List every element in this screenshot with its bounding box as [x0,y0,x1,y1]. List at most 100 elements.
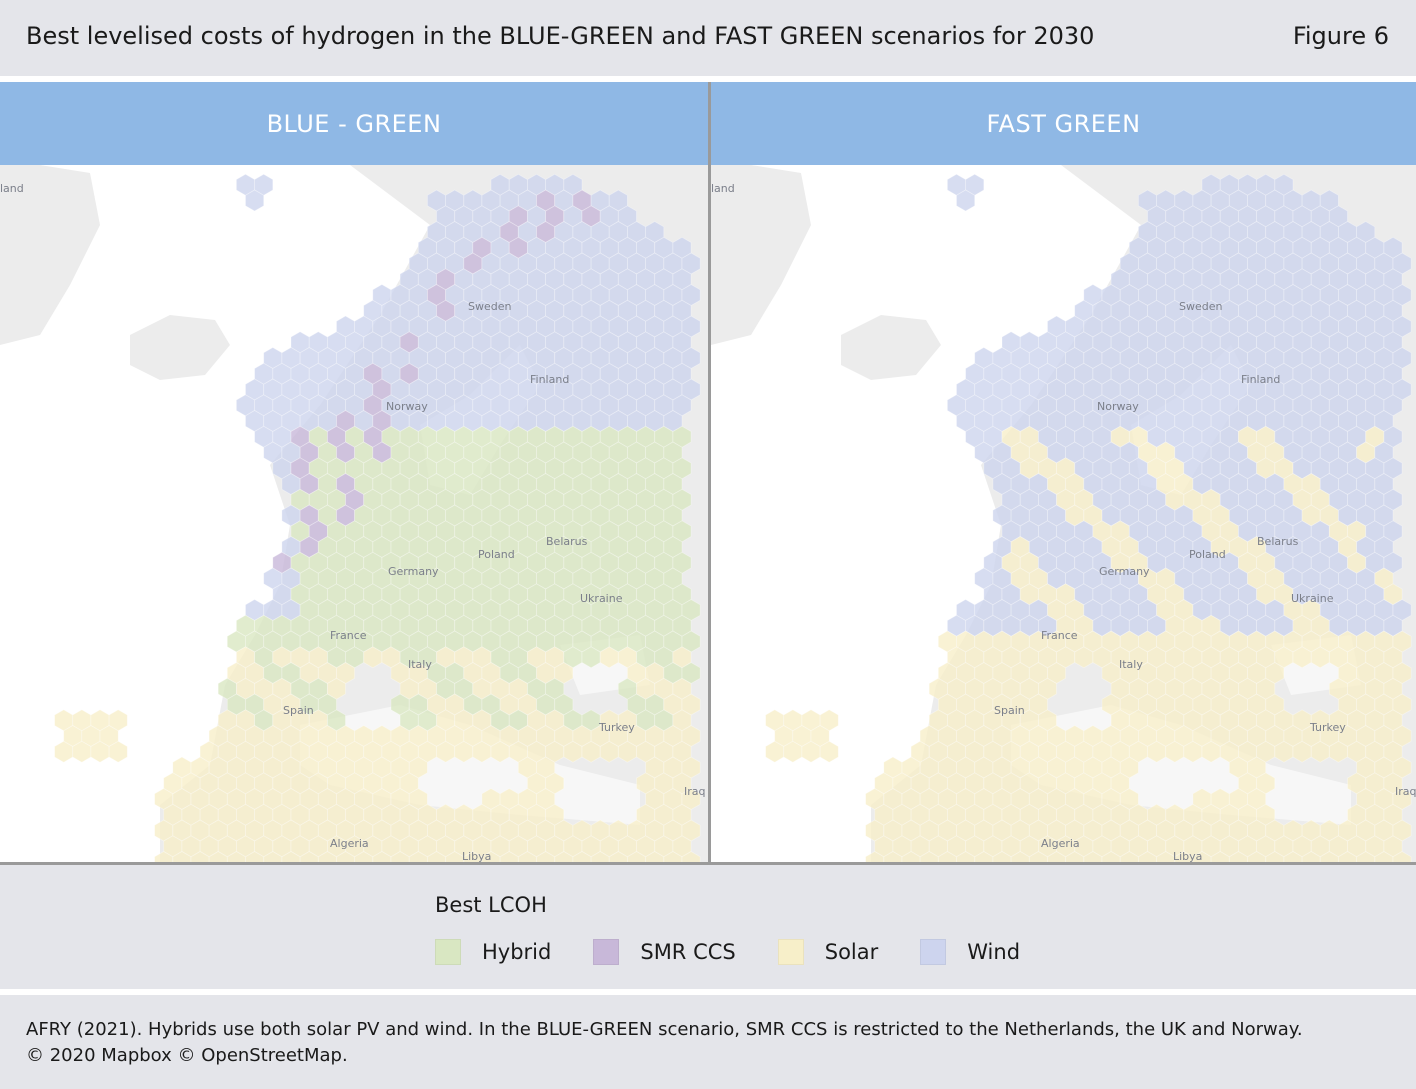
legend-label: SMR CCS [640,940,736,964]
hex-cell-solar [937,851,957,864]
map-label-norway: Norway [386,400,428,413]
hex-cell-solar [645,851,665,864]
hex-cell-solar [299,851,319,864]
iceland-shape [130,315,230,380]
hex-cell-solar [245,851,265,864]
hex-cell-solar [481,851,501,864]
hex-cell-solar [317,851,337,864]
hex-grid [765,173,1412,864]
hex-cell-solar [1319,851,1339,864]
figure-title: Best levelised costs of hydrogen in the … [26,22,1095,50]
hex-cell-solar [865,851,885,864]
legend-items: Hybrid SMR CCS Solar Wind [435,939,1062,965]
map-label-turkey: Turkey [598,721,635,734]
map-label-finland: Finland [1241,373,1280,386]
map-label-algeria: Algeria [330,837,369,850]
map-label-italy: Italy [1119,658,1143,671]
map-label-norway: Norway [1097,400,1139,413]
map-fast-green[interactable]: land Sweden Finland Norway Belarus Poland Germ… [711,165,1416,864]
legend: Best LCOH Hybrid SMR CCS Solar Wind [0,865,1416,989]
map-label-poland: Poland [1189,548,1226,561]
hex-cell-solar [445,851,465,864]
iceland-shape [841,315,941,380]
legend-swatch-hybrid [435,939,461,965]
copyright-text: © 2020 Mapbox © OpenStreetMap. [26,1045,348,1066]
hex-cell-solar [390,851,410,864]
hex-cell-solar [226,851,246,864]
hex-cell-solar [554,851,574,864]
map-label-sweden: Sweden [1179,300,1222,313]
hex-grid [54,173,701,864]
hex-cell-solar [426,851,447,864]
hex-cell-solar [263,851,283,864]
source-text: AFRY (2021). Hybrids use both solar PV a… [26,1019,1303,1040]
map-label-spain: Spain [994,704,1025,717]
legend-swatch-wind [920,939,947,965]
hex-cell-solar [190,851,210,864]
spacer [0,989,1416,995]
panel-heading: FAST GREEN [711,82,1416,165]
legend-swatch-smr-ccs [593,939,620,965]
legend-swatch-solar [777,939,804,965]
map-label-sweden: Sweden [468,300,511,313]
map-label-land: land [711,182,735,195]
hex-map: land Sweden Finland Norway Belarus Poland Germ… [711,165,1416,864]
greenland-shape [711,165,811,345]
hex-cell-wind [956,189,976,212]
map-label-france: France [1041,629,1078,642]
hex-cell-solar [372,851,392,864]
map-label-italy: Italy [408,658,432,671]
legend-item-solar: Solar [777,939,878,965]
spacer [0,76,1416,82]
hex-map: land Sweden Finland Norway Belarus Poland Germ… [0,165,708,864]
legend-label: Hybrid [482,940,552,964]
hex-cell-wind [245,189,265,212]
hex-cell-solar [663,851,683,864]
hex-cell-solar [1338,851,1357,864]
hex-cell-solar [1247,851,1267,864]
map-blue-green[interactable]: land Sweden Finland Norway Belarus Poland Germ… [0,165,708,864]
hex-cell-solar [627,851,646,864]
map-label-iraq: Iraq [1395,785,1416,798]
hex-cell-solar [1065,851,1085,864]
legend-title: Best LCOH [435,893,547,917]
hex-cell-solar [1119,851,1139,864]
hex-cell-solar [1101,851,1121,864]
map-label-iraq: Iraq [684,785,706,798]
hex-cell-solar [1392,851,1412,864]
panel-heading: BLUE - GREEN [0,82,708,165]
hex-cell-solar [172,851,192,864]
hex-cell-solar [1137,851,1158,864]
hex-cell-solar [819,740,839,763]
hex-cell-solar [1374,851,1394,864]
hex-cell-solar [974,851,994,864]
legend-item-smr-ccs: SMR CCS [593,939,736,965]
map-label-belarus: Belarus [1257,535,1299,548]
hex-cell-solar [590,851,610,864]
hex-cell-solar [408,851,428,864]
map-label-france: France [330,629,367,642]
hex-cell-solar [1047,851,1067,864]
map-label-turkey: Turkey [1309,721,1346,734]
hex-cell-solar [1083,851,1103,864]
hex-cell-solar [883,851,903,864]
hex-cell-solar [281,851,301,864]
hex-cell-solar [1192,851,1212,864]
divider-line [0,862,1416,865]
map-label-poland: Poland [478,548,515,561]
hex-cell-solar [1210,851,1230,864]
legend-label: Wind [967,940,1021,964]
map-label-germany: Germany [1099,565,1150,578]
source-note: AFRY (2021). Hybrids use both solar PV a… [0,995,1416,1089]
hex-cell-solar [901,851,921,864]
panel-blue-green: BLUE - GREEN land Sweden Finland Norway Bela… [0,82,708,864]
hex-cell-solar [1028,851,1048,864]
map-label-belarus: Belarus [546,535,588,548]
hex-cell-solar [499,851,519,864]
hex-cell-solar [1228,851,1248,864]
hex-cell-solar [1010,851,1030,864]
map-label-libya: Libya [462,850,491,863]
figure-number: Figure 6 [1292,22,1389,50]
hex-cell-solar [1301,851,1321,864]
hex-cell-solar [154,851,174,864]
